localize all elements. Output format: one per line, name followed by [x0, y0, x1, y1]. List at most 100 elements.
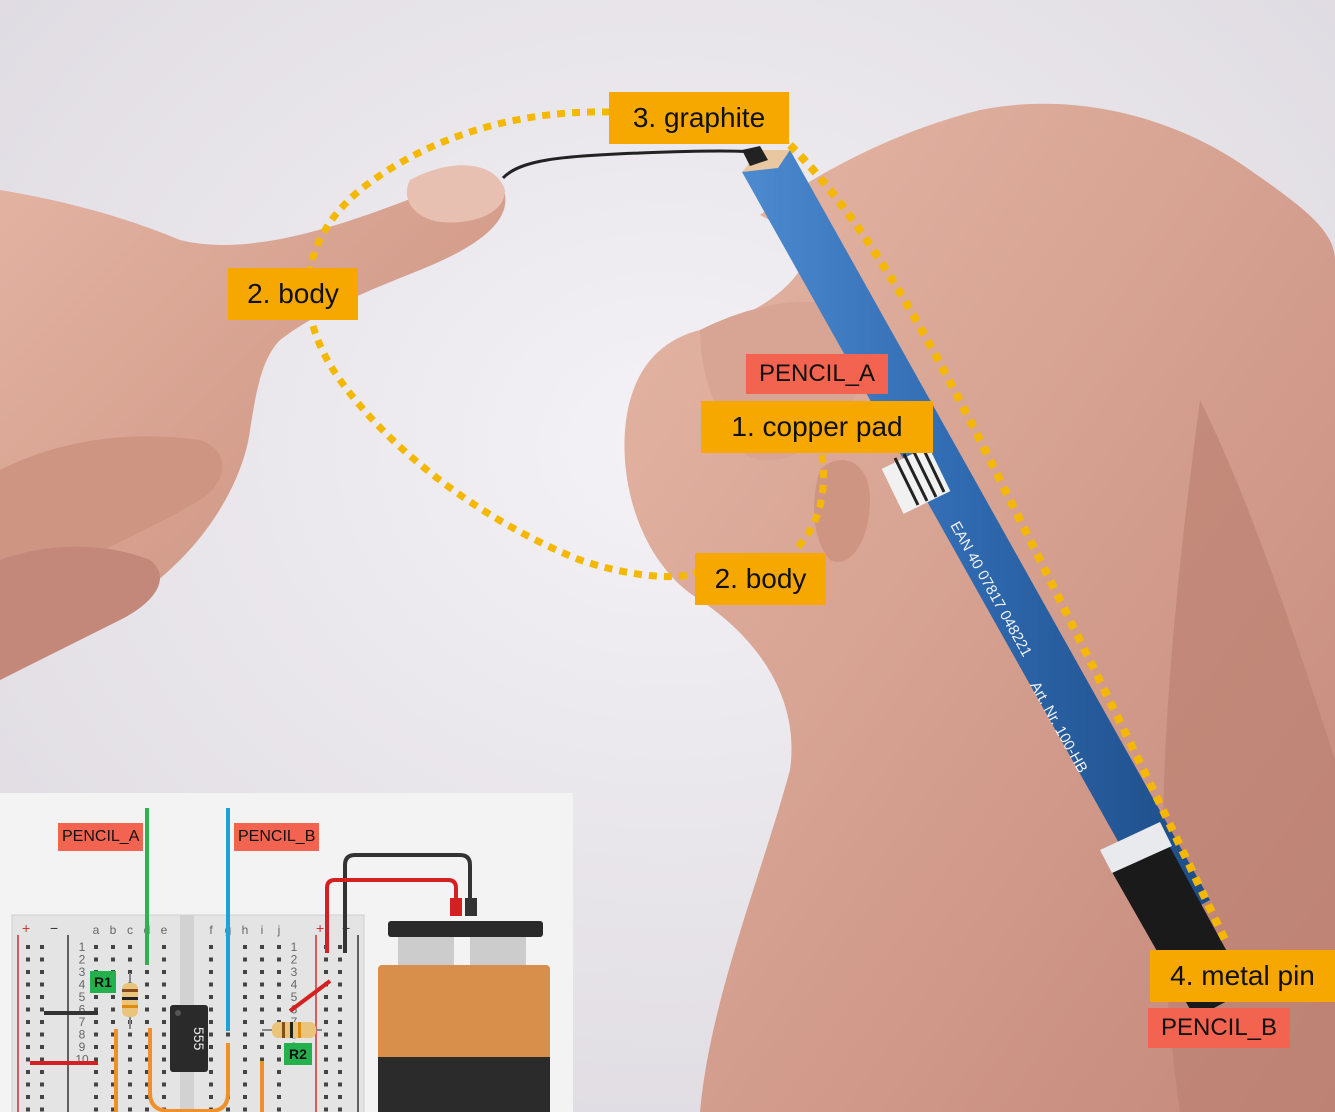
breadboard-hole: [40, 1107, 44, 1112]
circuit-loop-dotted: [304, 108, 703, 581]
breadboard-label-pencil-b: PENCIL_B: [234, 823, 320, 851]
breadboard-hole: [145, 1045, 149, 1049]
breadboard-hole: [162, 995, 166, 999]
breadboard-hole: [209, 1032, 213, 1037]
breadboard-hole: [162, 982, 166, 987]
breadboard-hole: [209, 1082, 213, 1087]
breadboard-hole: [324, 1107, 328, 1112]
breadboard-hole: [128, 1107, 132, 1112]
breadboard-hole: [338, 957, 342, 962]
breadboard-hole: [260, 1020, 264, 1024]
breadboard-hole: [162, 1045, 166, 1049]
breadboard-hole: [94, 1082, 98, 1087]
breadboard-hole: [111, 1095, 115, 1099]
breadboard-hole: [324, 1007, 328, 1012]
breadboard-hole: [145, 982, 149, 987]
breadboard-hole: [111, 1007, 115, 1012]
breadboard-hole: [324, 1082, 328, 1087]
row-label: 4: [79, 978, 86, 992]
breadboard-hole: [260, 982, 264, 987]
breadboard-hole: [145, 1007, 149, 1012]
column-label: i: [261, 923, 264, 937]
breadboard-hole: [338, 995, 342, 999]
breadboard-hole: [260, 995, 264, 999]
breadboard-hole: [209, 1020, 213, 1024]
breadboard-hole: [111, 995, 115, 999]
breadboard-hole: [209, 982, 213, 987]
breadboard-hole: [26, 1070, 30, 1074]
column-label: c: [127, 923, 133, 937]
breadboard-hole: [94, 957, 98, 962]
breadboard-hole: [338, 970, 342, 974]
row-label: 2: [79, 953, 86, 967]
breadboard-hole: [162, 945, 166, 949]
breadboard-hole: [260, 970, 264, 974]
column-label: b: [110, 923, 117, 937]
breadboard-hole: [162, 970, 166, 974]
breadboard-hole: [338, 1007, 342, 1012]
breadboard-hole: [40, 1045, 44, 1049]
breadboard-hole: [209, 957, 213, 962]
breadboard-hole: [260, 945, 264, 949]
rail-plus-left: +: [22, 920, 30, 936]
breadboard-hole: [145, 1057, 149, 1062]
label-body-left: 2. body: [228, 268, 358, 320]
breadboard-hole: [111, 945, 115, 949]
column-label: h: [242, 923, 249, 937]
breadboard-hole: [260, 1007, 264, 1012]
breadboard-hole: [128, 945, 132, 949]
breadboard-hole: [111, 1070, 115, 1074]
breadboard-hole: [111, 1032, 115, 1037]
breadboard-hole: [209, 1070, 213, 1074]
breadboard-hole: [260, 1032, 264, 1037]
breadboard-hole: [338, 982, 342, 987]
wire-orange-jumper: [148, 1028, 230, 1112]
breadboard-hole: [338, 1082, 342, 1087]
breadboard-hole: [26, 1095, 30, 1099]
breadboard-hole: [145, 1107, 149, 1112]
breadboard-hole: [277, 1070, 281, 1074]
breadboard-hole: [111, 1045, 115, 1049]
breadboard-hole: [26, 970, 30, 974]
breadboard-hole: [94, 1045, 98, 1049]
breadboard-hole: [145, 1020, 149, 1024]
breadboard-hole: [145, 1082, 149, 1087]
breadboard-label-r1: R1: [90, 971, 116, 993]
breadboard-hole: [26, 1057, 30, 1062]
breadboard-hole: [277, 1082, 281, 1087]
breadboard-hole: [94, 1095, 98, 1099]
breadboard-hole: [243, 1007, 247, 1012]
breadboard-hole: [209, 945, 213, 949]
breadboard-hole: [111, 957, 115, 962]
breadboard-hole: [128, 1057, 132, 1062]
breadboard-hole: [94, 1007, 98, 1012]
breadboard-hole: [26, 1045, 30, 1049]
chip-label: 555: [191, 1027, 207, 1051]
breadboard-hole: [40, 982, 44, 987]
breadboard-hole: [277, 957, 281, 962]
battery-9v: [378, 898, 550, 1112]
breadboard-hole: [243, 995, 247, 999]
breadboard-hole: [277, 1107, 281, 1112]
breadboard-hole: [94, 1057, 98, 1062]
breadboard-hole: [324, 970, 328, 974]
breadboard-hole: [40, 945, 44, 949]
resistor-r1: [122, 973, 138, 1029]
column-label: a: [93, 923, 100, 937]
breadboard-hole: [40, 1032, 44, 1037]
breadboard-hole: [243, 1032, 247, 1037]
breadboard-hole: [260, 957, 264, 962]
breadboard-hole: [94, 1070, 98, 1074]
breadboard-hole: [260, 1045, 264, 1049]
breadboard-hole: [26, 982, 30, 987]
breadboard-hole: [209, 1057, 213, 1062]
breadboard-hole: [128, 1082, 132, 1087]
breadboard-diagram: + − + − abcdefghij 112233445566778899101…: [0, 793, 573, 1112]
breadboard-hole: [128, 970, 132, 974]
breadboard-hole: [111, 1082, 115, 1087]
breadboard-hole: [162, 1007, 166, 1012]
breadboard-hole: [324, 957, 328, 962]
breadboard-hole: [324, 1045, 328, 1049]
breadboard-hole: [162, 1020, 166, 1024]
breadboard-label-r2: R2: [284, 1043, 312, 1065]
